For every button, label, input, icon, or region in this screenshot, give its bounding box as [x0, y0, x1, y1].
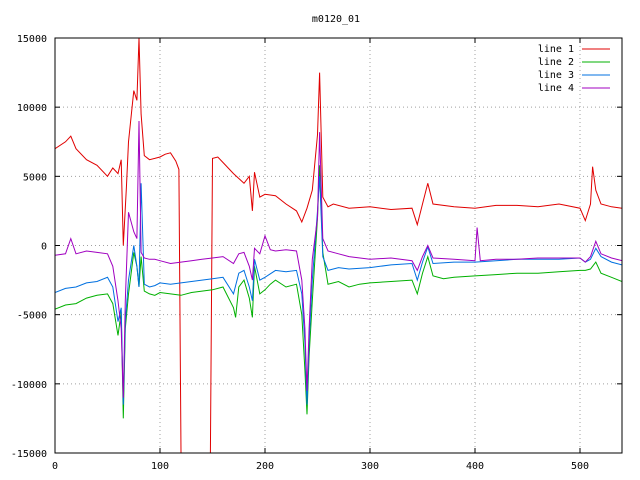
x-tick-label: 100	[151, 461, 169, 472]
legend: line 1 line 2 line 3 line 4	[538, 44, 610, 94]
x-tick-label: 200	[256, 461, 274, 472]
grid	[55, 38, 622, 453]
chart-title: m0120_01	[312, 14, 360, 25]
series-line-2	[55, 165, 622, 419]
y-tick-label: -15000	[11, 449, 47, 460]
legend-label-3: line 3	[538, 70, 574, 81]
series-line-1	[55, 38, 622, 453]
y-tick-label: 10000	[17, 103, 47, 114]
y-tick-label: 0	[41, 242, 47, 253]
y-tick-label: 5000	[23, 172, 47, 183]
series-line-4	[55, 120, 622, 398]
x-tick-label: 400	[466, 461, 484, 472]
x-tick-label: 300	[361, 461, 379, 472]
legend-label-1: line 1	[538, 44, 574, 55]
y-tick-label: -5000	[17, 311, 47, 322]
legend-label-4: line 4	[538, 83, 574, 94]
plot-frame	[54, 37, 623, 454]
legend-label-2: line 2	[538, 57, 574, 68]
plot-lines	[55, 38, 622, 453]
x-tick-label: 500	[571, 461, 589, 472]
y-tick-label: 15000	[17, 34, 47, 45]
y-axis-ticks: -15000 -10000 -5000 0 5000 10000 15000	[11, 34, 622, 460]
y-tick-label: -10000	[11, 380, 47, 391]
series-line-3	[55, 176, 622, 405]
x-tick-label: 0	[52, 461, 58, 472]
